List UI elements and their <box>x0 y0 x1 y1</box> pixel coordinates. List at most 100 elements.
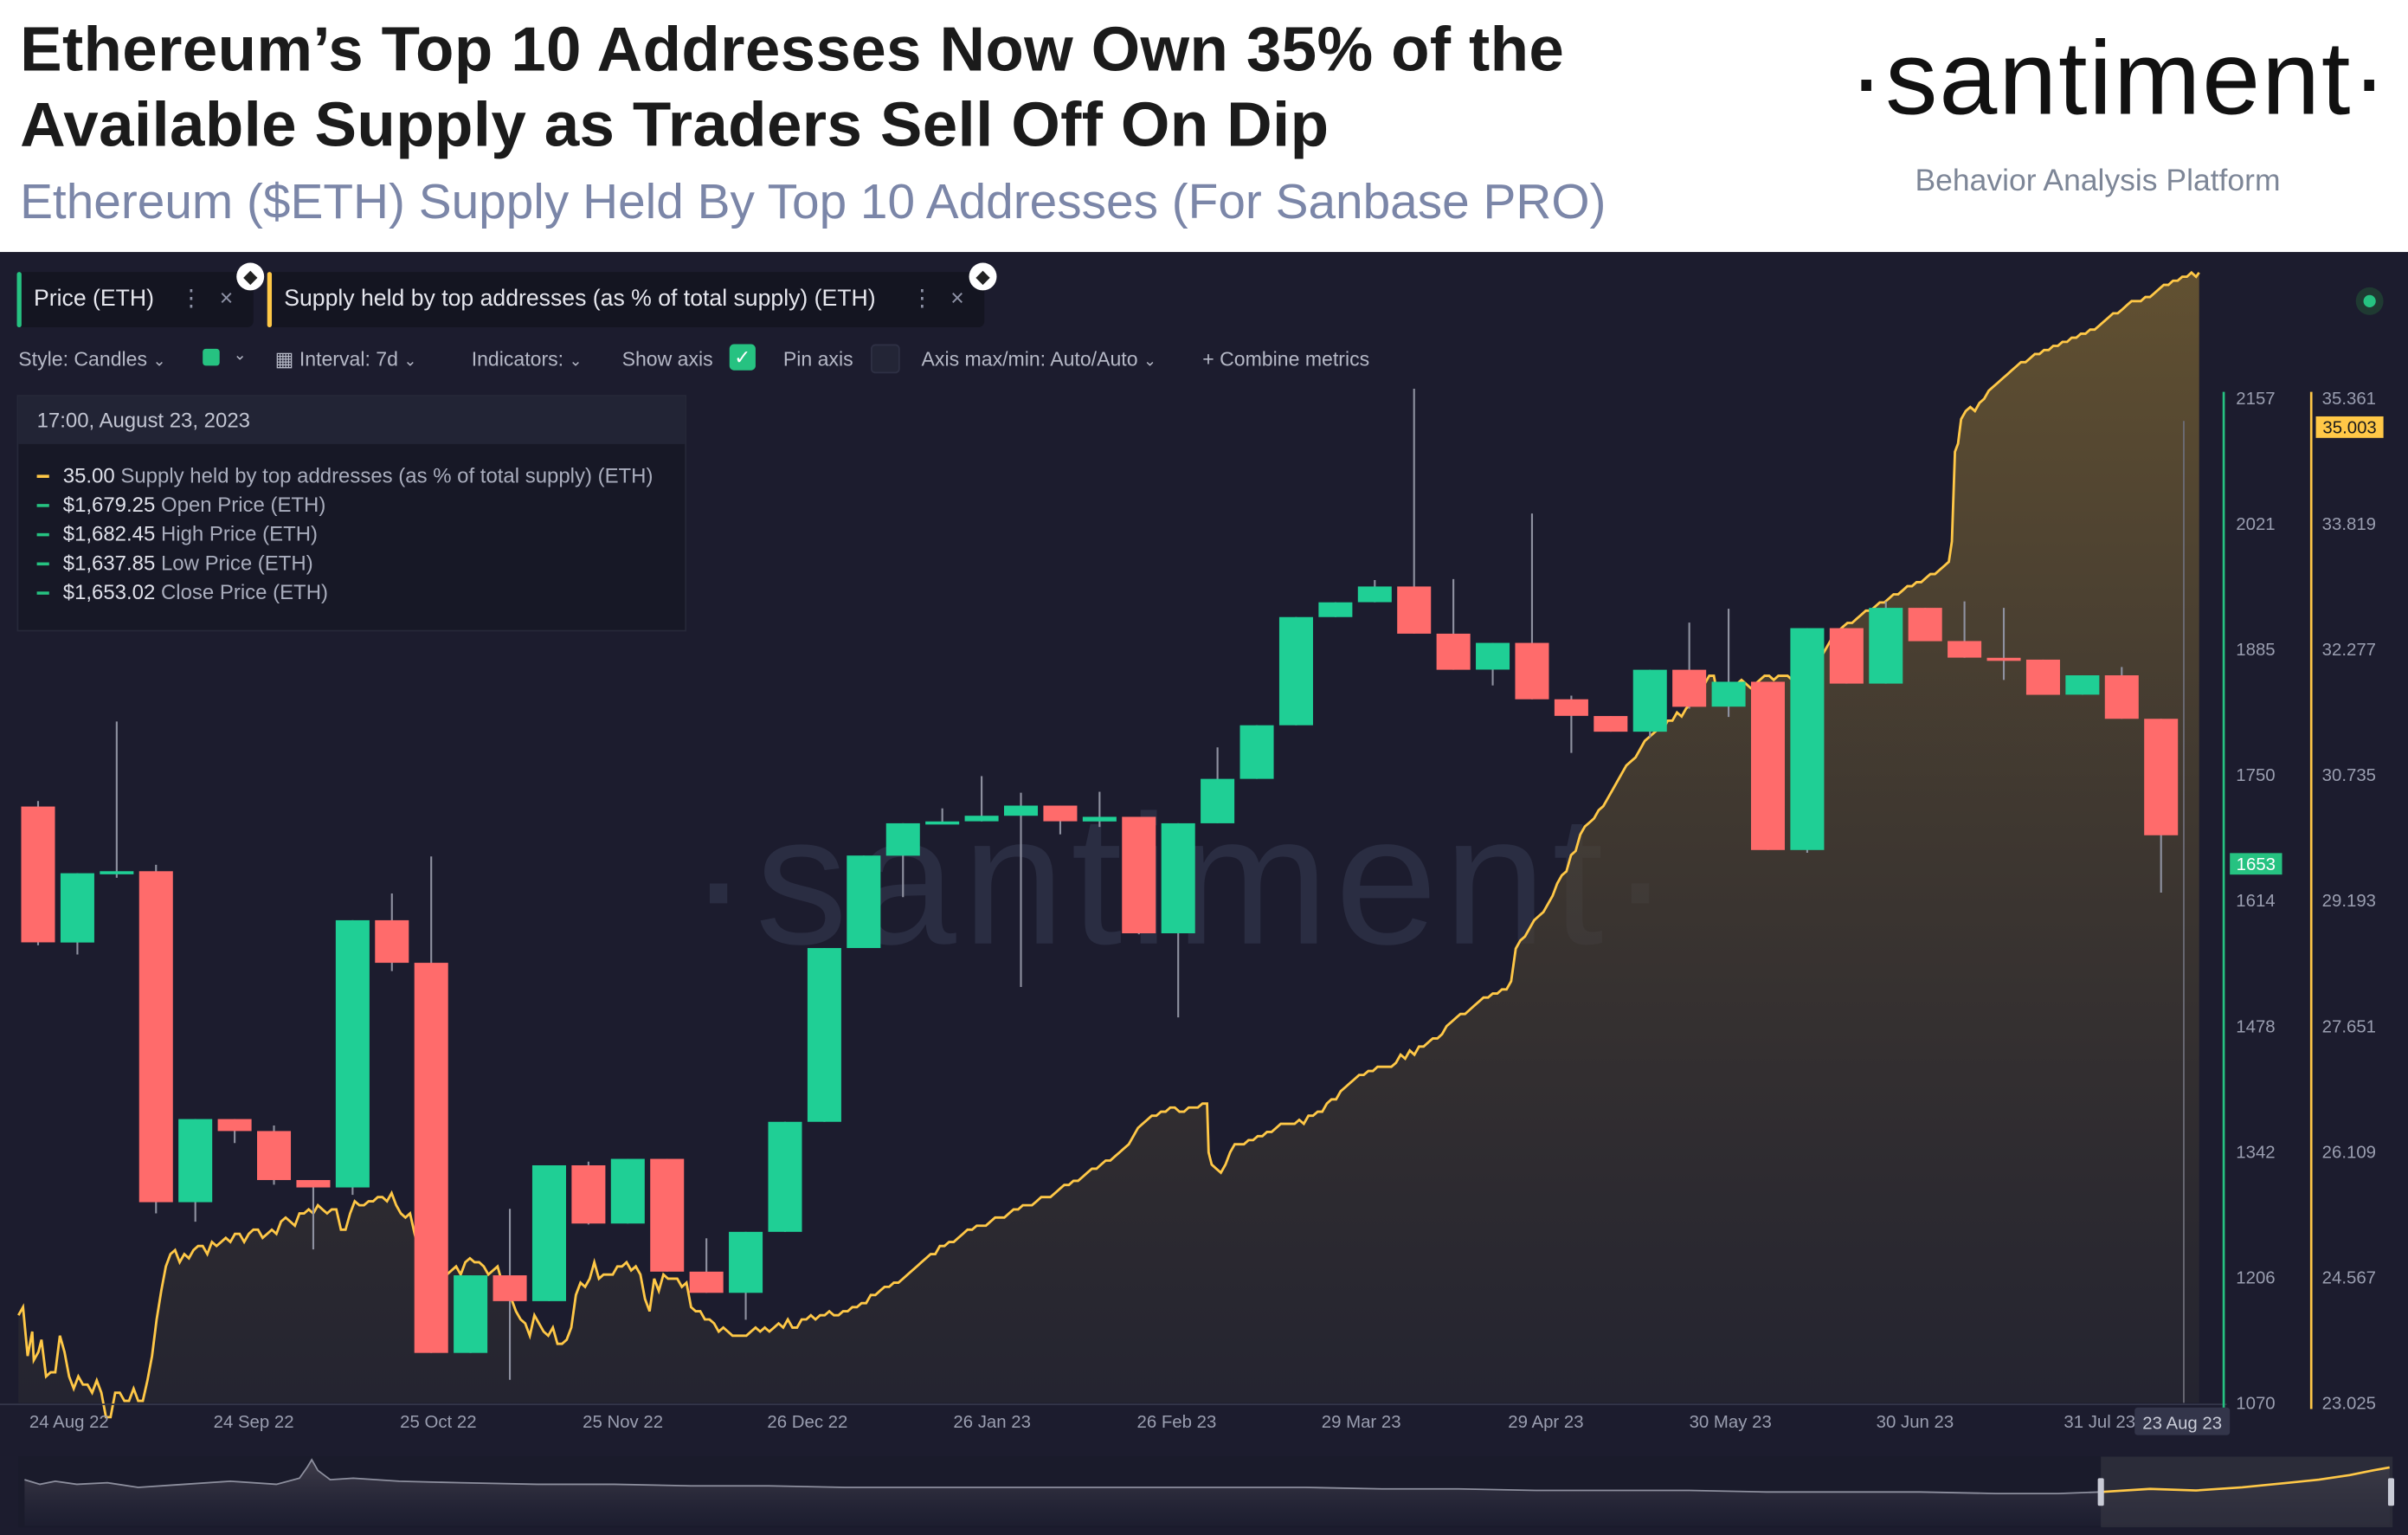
candle-body <box>1397 586 1432 634</box>
candle-body <box>1357 586 1392 603</box>
candle-body <box>1869 608 1903 684</box>
indicators-dropdown[interactable]: Indicators: ⌄ <box>471 347 583 371</box>
candle-body <box>1318 602 1353 617</box>
candle-body <box>571 1164 606 1224</box>
candle-body <box>178 1119 213 1203</box>
supply-tick-label: 35.361 <box>2322 390 2376 409</box>
calendar-icon: ▦ <box>274 347 294 371</box>
candle-body <box>1436 633 1471 670</box>
candle-body <box>1043 805 1078 822</box>
supply-tick-label: 33.819 <box>2322 515 2376 534</box>
x-tick-label: 26 Jan 23 <box>953 1413 1031 1432</box>
style-dropdown[interactable]: Style: Candles ⌄ <box>18 347 166 371</box>
axis-maxmin-dropdown[interactable]: Axis max/min: Auto/Auto ⌄ <box>921 347 1156 371</box>
status-indicator-icon[interactable] <box>2355 287 2384 315</box>
x-tick-label: 29 Apr 23 <box>1508 1413 1583 1432</box>
close-icon[interactable]: × <box>219 286 234 313</box>
candle-body <box>1554 699 1588 716</box>
candle-body <box>847 855 881 949</box>
supply-current-badge <box>2315 416 2384 438</box>
supply-tick-label: 27.651 <box>2322 1017 2376 1036</box>
minimap-selection <box>2101 1456 2393 1528</box>
price-current-label: 1653 <box>2237 855 2276 874</box>
x-tick-label: 25 Nov 22 <box>583 1413 663 1432</box>
candle-body <box>610 1158 645 1224</box>
minimap-area <box>24 1460 2390 1526</box>
metric-color-bar <box>16 272 22 328</box>
candle-color-swatch[interactable] <box>203 348 220 366</box>
supply-tick-label: 29.193 <box>2322 892 2376 911</box>
candle-body <box>217 1119 252 1132</box>
supply-tick-label: 23.025 <box>2322 1394 2376 1413</box>
minimap-right-handle[interactable] <box>2387 1478 2395 1506</box>
supply-tick-label: 32.277 <box>2322 641 2376 660</box>
candle-body <box>1711 681 1746 707</box>
candle-body <box>768 1121 802 1232</box>
more-options-icon[interactable]: ⋮ <box>911 286 934 313</box>
candle-body <box>1986 657 2021 661</box>
price-tick-label: 1342 <box>2236 1143 2275 1162</box>
candle-body <box>335 919 370 1188</box>
price-tick-label: 1070 <box>2236 1394 2275 1413</box>
ethereum-icon: ◆ <box>969 262 997 291</box>
chart-svg[interactable]: ·santiment· 2157202118851750161414781342… <box>0 252 2408 1535</box>
close-icon[interactable]: × <box>950 286 964 313</box>
candle-body <box>2065 675 2100 695</box>
price-tick-label: 1750 <box>2236 766 2275 785</box>
x-tick-label: 24 Sep 22 <box>214 1413 294 1432</box>
candle-body <box>2144 719 2179 835</box>
candle-body <box>100 871 134 874</box>
interval-dropdown[interactable]: ▦ Interval: 7d ⌄ <box>274 347 417 371</box>
candle-body <box>1750 681 1786 850</box>
price-tick-label: 1206 <box>2236 1268 2275 1287</box>
candle-body <box>21 806 55 943</box>
supply-current-label: 35.003 <box>2322 418 2376 437</box>
ethereum-icon: ◆ <box>236 262 265 291</box>
pin-axis-checkbox[interactable] <box>870 344 900 374</box>
metric-tab-price[interactable]: Price (ETH) ⋮ × <box>16 272 254 328</box>
candle-body <box>650 1158 685 1272</box>
header: Ethereum’s Top 10 Addresses Now Own 35% … <box>0 0 2408 253</box>
x-tick-label: 26 Dec 22 <box>767 1413 847 1432</box>
candle-body <box>1948 641 1982 658</box>
candle-body <box>493 1275 527 1301</box>
candle-body <box>807 948 841 1122</box>
candle-body <box>964 816 999 822</box>
x-tick-label: 31 Jul 23 <box>2064 1413 2135 1432</box>
supply-tick-label: 26.109 <box>2322 1143 2376 1162</box>
combine-metrics-button[interactable]: + Combine metrics <box>1202 347 1370 371</box>
candle-body <box>1632 669 1667 732</box>
x-tick-label: 26 Feb 23 <box>1137 1413 1217 1432</box>
price-current-badge <box>2230 853 2282 875</box>
candle-body <box>1594 716 1628 732</box>
candle-body <box>689 1271 724 1293</box>
tooltip: 17:00, August 23, 2023 35.00 Supply held… <box>16 395 687 632</box>
price-tick-label: 2021 <box>2236 515 2275 534</box>
x-tick-label: 30 May 23 <box>1690 1413 1772 1432</box>
candle-body <box>1790 628 1825 850</box>
chevron-down-icon[interactable]: ⌄ <box>233 347 247 364</box>
headline: Ethereum’s Top 10 Addresses Now Own 35% … <box>20 13 1565 160</box>
x-tick-label: 25 Oct 22 <box>400 1413 476 1432</box>
candle-body <box>1201 778 1235 823</box>
x-tick-label: 24 Aug 22 <box>29 1413 109 1432</box>
tooltip-row: $1,682.45 High Price (ETH) <box>36 522 318 545</box>
candle-body <box>1082 816 1117 822</box>
more-options-icon[interactable]: ⋮ <box>179 286 203 313</box>
candle-body <box>729 1231 763 1293</box>
minimap-line <box>24 1458 2102 1494</box>
metric-tab-label: Supply held by top addresses (as % of to… <box>284 286 876 313</box>
candle-body <box>1278 616 1313 726</box>
supply-area <box>18 272 2199 1417</box>
candle-body <box>1908 608 1942 642</box>
metric-tab-supply[interactable]: Supply held by top addresses (as % of to… <box>267 272 985 328</box>
chart-panel: Price (ETH) ⋮ × ◆ Supply held by top add… <box>0 252 2408 1535</box>
candle-body <box>925 821 960 825</box>
minimap-left-handle[interactable] <box>2097 1478 2104 1506</box>
show-axis-checkbox[interactable]: ✓ <box>729 344 756 371</box>
x-tick-label: 30 Jun 23 <box>1877 1413 1954 1432</box>
brand-tagline: Behavior Analysis Platform <box>1915 164 2281 198</box>
candle-body <box>1003 805 1039 816</box>
candle-body <box>454 1275 488 1353</box>
minimap-selected-line <box>2101 1466 2390 1493</box>
